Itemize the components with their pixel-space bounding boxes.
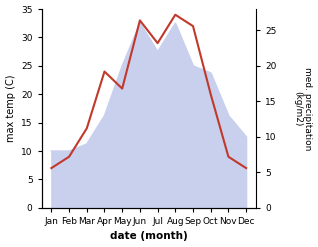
Y-axis label: max temp (C): max temp (C) xyxy=(5,75,16,142)
Y-axis label: med. precipitation
(kg/m2): med. precipitation (kg/m2) xyxy=(293,67,313,150)
X-axis label: date (month): date (month) xyxy=(110,231,188,242)
